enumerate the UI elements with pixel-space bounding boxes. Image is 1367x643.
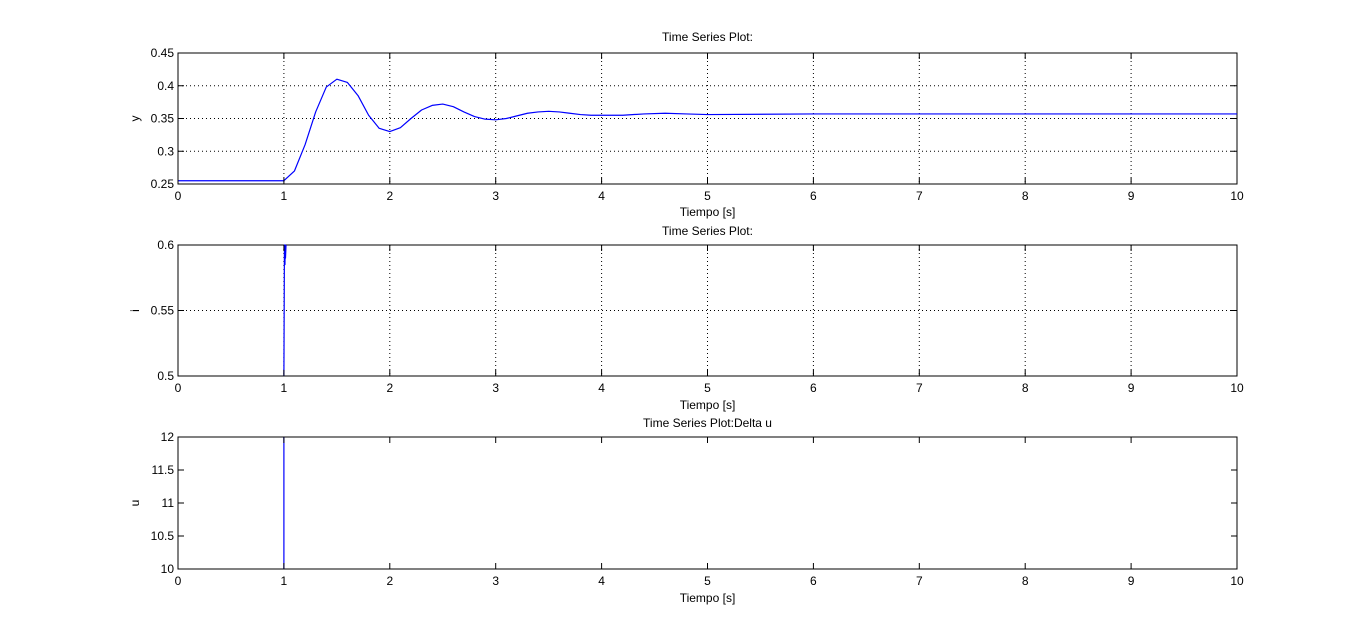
subplot-2: 0 1 2 3 4 5 6 7 8 9 10 0.5 0.55 0.6 Time Series Plot:… [128,224,1244,412]
x-tick-label-2-1: 1 [281,381,288,395]
y-tick-label-1-0: 0.25 [151,177,175,191]
x-tick-label-1-5: 5 [704,189,711,203]
y-tick-label-3-4: 12 [161,430,175,444]
y-axis-label-1: y [128,116,142,122]
x-tick-label-2-10: 10 [1230,381,1244,395]
y-tick-label-1-1: 0.3 [157,144,174,158]
series-layer-2 [283,244,287,377]
x-tick-label-3-1: 1 [281,574,288,588]
x-tick-label-3-3: 3 [492,574,499,588]
y-tick-label-1-3: 0.4 [157,79,174,93]
x-axis-label-1: Tiempo [s] [680,205,736,219]
y-tick-label-2-1: 0.55 [151,304,175,318]
ticks-1: 0 1 2 3 4 5 6 7 8 9 10 0.25 0.3 0.35 0.4 0.45 [151,46,1244,203]
x-tick-label-3-5: 5 [704,574,711,588]
x-tick-label-2-5: 5 [704,381,711,395]
x-tick-label-2-8: 8 [1022,381,1029,395]
x-tick-label-1-6: 6 [810,189,817,203]
series-layer-1 [178,78,1237,182]
x-tick-label-1-2: 2 [386,189,393,203]
x-tick-label-1-3: 3 [492,189,499,203]
series-line-2-0 [283,244,287,377]
x-tick-label-3-7: 7 [916,574,923,588]
y-tick-label-2-0: 0.5 [157,369,174,383]
x-tick-label-3-0: 0 [175,574,182,588]
grid-1 [178,53,1237,184]
y-tick-label-3-0: 10 [161,562,175,576]
ticks-2: 0 1 2 3 4 5 6 7 8 9 10 0.5 0.55 0.6 [151,238,1244,395]
x-tick-label-3-6: 6 [810,574,817,588]
x-tick-label-2-4: 4 [598,381,605,395]
x-tick-label-3-10: 10 [1230,574,1244,588]
x-tick-label-3-4: 4 [598,574,605,588]
x-tick-label-1-4: 4 [598,189,605,203]
x-axis-label-3: Tiempo [s] [680,591,736,605]
plot-area-3 [177,436,1238,570]
chart-title-2: Time Series Plot: [662,224,753,238]
y-tick-label-3-3: 11.5 [152,463,175,477]
grid-2 [178,245,1237,376]
series-line-1-0 [178,78,1237,182]
x-tick-label-1-0: 0 [175,189,182,203]
y-tick-label-3-1: 10.5 [151,529,175,543]
y-tick-label-1-4: 0.45 [151,46,175,60]
chart-title-3: Time Series Plot:Delta u [643,416,772,430]
x-tick-label-1-10: 10 [1230,189,1244,203]
y-tick-label-2-2: 0.6 [157,238,174,252]
chart-title-1: Time Series Plot: [662,30,753,44]
x-tick-label-1-8: 8 [1022,189,1029,203]
x-tick-label-2-9: 9 [1128,381,1135,395]
x-tick-label-2-2: 2 [386,381,393,395]
y-tick-label-1-2: 0.35 [151,112,175,126]
x-tick-label-2-6: 6 [810,381,817,395]
x-axis-label-2: Tiempo [s] [680,398,736,412]
x-tick-label-2-3: 3 [492,381,499,395]
subplot-1: 0 1 2 3 4 5 6 7 8 9 10 0.25 0.3 0.35 0.4 0.45 Time Seri… [128,30,1244,219]
x-tick-label-3-9: 9 [1128,574,1135,588]
x-tick-label-1-9: 9 [1128,189,1135,203]
x-tick-label-1-1: 1 [281,189,288,203]
y-axis-label-2: i [128,309,142,312]
x-tick-label-2-7: 7 [916,381,923,395]
y-tick-label-3-2: 11 [162,496,175,510]
y-axis-label-3: u [128,500,142,507]
x-tick-label-1-7: 7 [916,189,923,203]
x-tick-label-3-2: 2 [386,574,393,588]
x-tick-label-3-8: 8 [1022,574,1029,588]
x-tick-label-2-0: 0 [175,381,182,395]
